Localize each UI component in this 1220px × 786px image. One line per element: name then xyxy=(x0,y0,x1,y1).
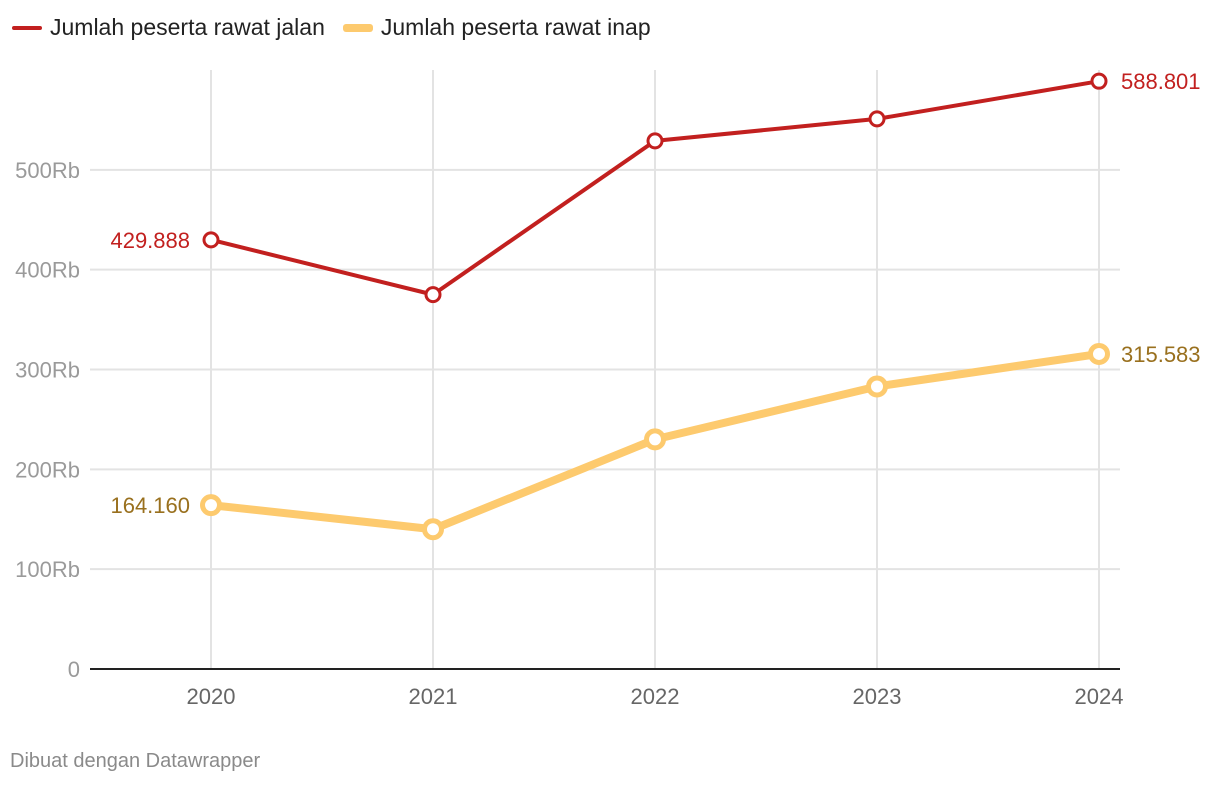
data-point xyxy=(202,231,220,249)
data-point xyxy=(868,110,886,128)
legend-swatch-rawat-inap xyxy=(342,23,373,32)
data-label: 429.888 xyxy=(110,228,190,253)
data-point xyxy=(1088,342,1110,365)
x-tick-label: 2021 xyxy=(409,684,458,709)
y-tick-label: 0 xyxy=(68,657,80,682)
legend-label-rawat-inap: Jumlah peserta rawat inap xyxy=(380,14,651,40)
x-tick-label: 2020 xyxy=(187,684,236,709)
data-point xyxy=(646,132,664,150)
y-tick-label: 200Rb xyxy=(15,457,80,482)
x-tick-label: 2024 xyxy=(1075,684,1124,709)
data-label: 164.160 xyxy=(110,493,190,518)
legend-item-rawat-jalan: Jumlah peserta rawat jalan xyxy=(12,14,325,41)
data-point xyxy=(200,494,222,517)
data-point xyxy=(422,518,444,541)
y-tick-label: 300Rb xyxy=(15,358,80,383)
data-point xyxy=(644,428,666,451)
x-tick-label: 2023 xyxy=(853,684,902,709)
y-tick-label: 400Rb xyxy=(15,258,80,283)
legend-item-rawat-inap: Jumlah peserta rawat inap xyxy=(342,14,651,41)
y-tick-label: 100Rb xyxy=(15,557,80,582)
x-tick-label: 2022 xyxy=(631,684,680,709)
y-tick-label: 500Rb xyxy=(15,158,80,183)
chart-legend: Jumlah peserta rawat jalan Jumlah pesert… xyxy=(12,14,669,41)
data-point xyxy=(866,375,888,398)
data-label: 315.583 xyxy=(1121,342,1201,367)
data-label: 588.801 xyxy=(1121,69,1201,94)
legend-label-rawat-jalan: Jumlah peserta rawat jalan xyxy=(50,14,325,40)
legend-swatch-rawat-jalan xyxy=(12,25,42,30)
footer-credit: Dibuat dengan Datawrapper xyxy=(10,750,261,772)
data-point xyxy=(424,286,442,304)
data-point xyxy=(1090,72,1108,90)
